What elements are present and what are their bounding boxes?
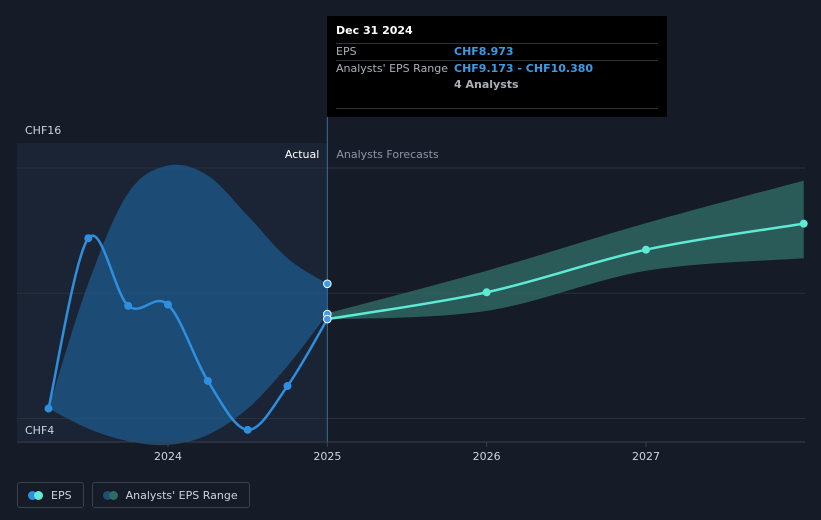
- tooltip-analysts-label: [336, 77, 454, 93]
- eps-forecast-line: [327, 222, 804, 321]
- forecast-label: Analysts Forecasts: [336, 148, 439, 161]
- eps-data-point[interactable]: [243, 425, 252, 434]
- tooltip: Dec 31 2024 EPS CHF8.973 Analysts' EPS R…: [327, 16, 667, 117]
- tooltip-range-label: Analysts' EPS Range: [336, 62, 449, 75]
- legend-item-eps[interactable]: EPS: [17, 482, 84, 508]
- tooltip-analysts-value: 4 Analysts: [454, 78, 519, 91]
- x-tick-label: 2025: [313, 450, 341, 463]
- eps-legend-icon: [28, 490, 43, 500]
- eps-data-point[interactable]: [283, 381, 292, 390]
- eps-data-point[interactable]: [482, 288, 491, 297]
- eps-data-point[interactable]: [641, 245, 650, 254]
- tooltip-range-value: CHF9.173 - CHF10.380: [454, 62, 594, 75]
- eps-range-forecast-band: [327, 180, 804, 320]
- range-legend-icon: [102, 490, 118, 500]
- legend: EPS Analysts' EPS Range: [17, 482, 250, 508]
- y-tick-label: CHF4: [25, 424, 54, 437]
- x-tick-label: 2024: [154, 450, 182, 463]
- eps-data-point[interactable]: [44, 404, 53, 413]
- eps-data-point[interactable]: [84, 234, 93, 243]
- tooltip-marker-point[interactable]: [323, 314, 332, 324]
- legend-item-range[interactable]: Analysts' EPS Range: [91, 482, 250, 508]
- tooltip-row-analysts: 4 Analysts: [336, 77, 658, 93]
- tooltip-eps-value: CHF8.973: [454, 45, 514, 58]
- eps-data-point[interactable]: [203, 376, 212, 385]
- tooltip-date: Dec 31 2024: [336, 24, 413, 37]
- x-tick-label: 2026: [473, 450, 501, 463]
- tooltip-marker-point[interactable]: [323, 279, 332, 289]
- tooltip-row-range: Analysts' EPS Range CHF9.173 - CHF10.380: [336, 60, 658, 77]
- eps-data-point[interactable]: [164, 300, 172, 309]
- x-tick-label: 2027: [632, 450, 660, 463]
- tooltip-row-eps: EPS CHF8.973: [336, 43, 658, 60]
- eps-actual-line: [47, 234, 329, 432]
- eps-data-point[interactable]: [124, 301, 133, 310]
- actual-label: Actual: [285, 148, 319, 161]
- legend-label-eps: EPS: [51, 488, 72, 502]
- eps-data-point[interactable]: [799, 219, 808, 228]
- y-tick-label: CHF16: [25, 124, 61, 137]
- legend-label-range: Analysts' EPS Range: [125, 488, 238, 502]
- eps-range-actual-band: [48, 164, 328, 446]
- tooltip-divider: [336, 108, 658, 109]
- tooltip-eps-label: EPS: [336, 45, 357, 58]
